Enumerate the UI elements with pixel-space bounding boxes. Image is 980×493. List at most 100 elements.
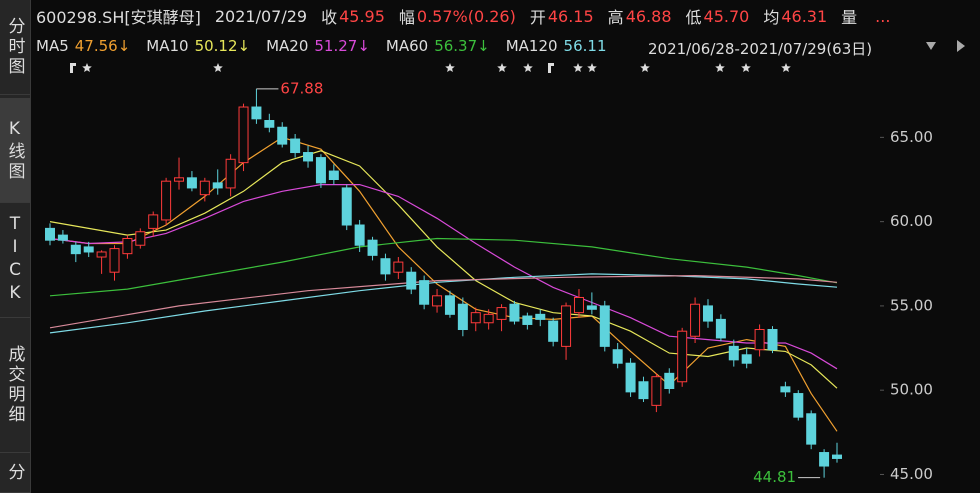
dropdown-icon xyxy=(926,42,936,50)
candle-body xyxy=(174,177,185,182)
candle-body xyxy=(754,329,765,351)
field-label: 量 xyxy=(841,8,858,27)
stock-code: 600298.SH[安琪酵母] xyxy=(36,8,201,27)
y-tick-label: 60.00 xyxy=(890,212,933,230)
candle-body xyxy=(522,315,533,325)
candle-body xyxy=(702,305,713,322)
candle-body xyxy=(354,224,365,246)
next-icon xyxy=(957,40,965,52)
event-star xyxy=(715,63,725,72)
range-label: 2021/06/28-2021/07/29(63日) xyxy=(648,40,873,58)
candle-body xyxy=(122,237,133,255)
side-tab[interactable]: 分时图 xyxy=(0,0,30,95)
quote-header: 600298.SH[安琪酵母] 2021/07/29 收 45.95 幅 0.57%(… xyxy=(36,4,890,28)
candle-body xyxy=(638,381,649,400)
candle-body xyxy=(406,271,417,290)
candle-body xyxy=(457,303,468,331)
candle-body xyxy=(767,329,778,351)
side-tab[interactable]: 成交明细 xyxy=(0,318,30,453)
candle-body xyxy=(341,187,352,226)
candle-body xyxy=(483,313,494,324)
candle-body xyxy=(315,157,326,184)
field-value: 45.95 xyxy=(339,6,385,26)
candle-body xyxy=(225,158,236,189)
candle-body xyxy=(780,386,791,393)
candle-body xyxy=(432,295,443,307)
side-tab[interactable]: K线图 xyxy=(0,98,30,203)
event-star xyxy=(587,63,597,72)
candle-body xyxy=(393,261,404,273)
candle-body xyxy=(277,126,288,145)
candle-body xyxy=(664,372,675,390)
candle-body xyxy=(380,258,391,275)
event-star xyxy=(573,63,583,72)
field-label: 开 xyxy=(529,8,546,27)
legend-value: 50.12↓ xyxy=(194,37,251,55)
candle-body xyxy=(806,413,817,445)
event-star xyxy=(213,63,223,72)
ma-line xyxy=(49,184,838,370)
legend-name: MA20 xyxy=(266,37,309,55)
candle-body xyxy=(419,280,430,305)
candle-body xyxy=(715,318,726,339)
candle-body xyxy=(677,330,688,383)
field-value: 0.57%(0.26) xyxy=(416,6,516,26)
candle-body xyxy=(186,177,197,189)
candle-body xyxy=(251,106,262,120)
field-value: 46.31 xyxy=(781,6,828,26)
event-star xyxy=(82,63,92,72)
candle-body xyxy=(690,303,701,337)
more-button[interactable]: ... xyxy=(875,6,891,26)
event-flag xyxy=(548,63,554,73)
y-tick-label: 55.00 xyxy=(890,296,933,314)
field-label: 高 xyxy=(607,8,624,27)
ma-line xyxy=(49,136,838,432)
field-label: 收 xyxy=(321,8,338,27)
candle-body xyxy=(135,231,146,246)
candle-body xyxy=(728,345,739,361)
field-value: 46.15 xyxy=(547,6,594,26)
candle-body xyxy=(625,362,636,393)
candle-body xyxy=(470,312,481,324)
legend-value: 56.11 xyxy=(563,37,607,55)
side-tab[interactable]: TICK xyxy=(0,203,30,318)
candle-body xyxy=(832,454,842,459)
event-star xyxy=(741,63,751,72)
candle-body xyxy=(741,354,752,364)
y-tick-label: 65.00 xyxy=(890,128,933,146)
legend-value: 51.27↓ xyxy=(314,37,370,55)
field-label: 均 xyxy=(763,8,780,27)
low-annotation: 44.81 xyxy=(753,468,796,486)
event-star xyxy=(523,63,533,72)
legend-name: MA120 xyxy=(505,37,558,55)
candle-body xyxy=(290,138,301,154)
candle-body xyxy=(83,246,94,253)
ma-line xyxy=(49,150,838,389)
y-tick-label: 50.00 xyxy=(890,381,933,399)
event-star xyxy=(445,63,455,72)
candle-body xyxy=(199,180,210,196)
event-star xyxy=(497,63,507,72)
candle-body xyxy=(238,106,249,164)
candle-body xyxy=(586,305,597,310)
event-star xyxy=(781,63,791,72)
candle-body xyxy=(444,295,455,315)
candle-body xyxy=(367,239,378,256)
candle-body xyxy=(212,182,223,189)
field-label: 低 xyxy=(685,8,702,27)
candle-body xyxy=(328,170,339,181)
candle-body xyxy=(599,305,610,347)
candle-body xyxy=(96,251,107,258)
legend-name: MA5 xyxy=(36,37,69,55)
candle-body xyxy=(70,244,81,255)
field-label: 幅 xyxy=(398,8,415,27)
side-tab[interactable]: 分 xyxy=(0,453,30,493)
ma-legend: MA5 47.56↓ MA10 50.12↓ MA20 51.27↓ MA60 56.37↓ M… xyxy=(36,34,607,58)
candle-body xyxy=(148,214,159,229)
ma-line xyxy=(49,237,838,297)
candle-body xyxy=(612,349,623,364)
date: 2021/07/29 xyxy=(214,6,308,26)
event-flag xyxy=(70,63,76,73)
